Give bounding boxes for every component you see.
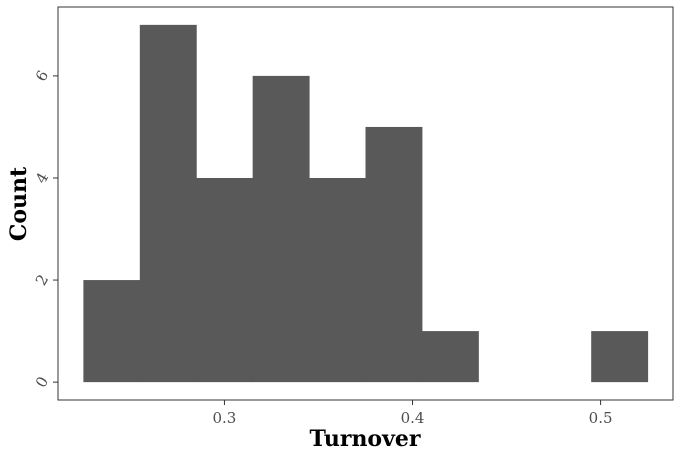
- bars-group: [83, 24, 649, 383]
- histogram-bar-6: [421, 331, 479, 383]
- histogram-bar-2: [196, 177, 254, 383]
- histogram-bar-5: [365, 126, 423, 383]
- histogram-bar-9: [591, 331, 649, 383]
- x-axis-title: Turnover: [310, 426, 421, 452]
- histogram-bar-1: [139, 24, 197, 383]
- histogram-bar-4: [309, 177, 366, 383]
- panel-border: [57, 6, 674, 401]
- x-axis-ticks: 0.3 0.4 0.5: [213, 400, 613, 427]
- x-tick-label-0: 0.3: [213, 409, 237, 427]
- x-tick-label-1: 0.4: [401, 409, 425, 427]
- y-axis-title: Count: [6, 166, 32, 241]
- histogram-bar-0: [83, 280, 141, 383]
- x-tick-label-2: 0.5: [589, 409, 613, 427]
- histogram-bar-3: [252, 75, 310, 383]
